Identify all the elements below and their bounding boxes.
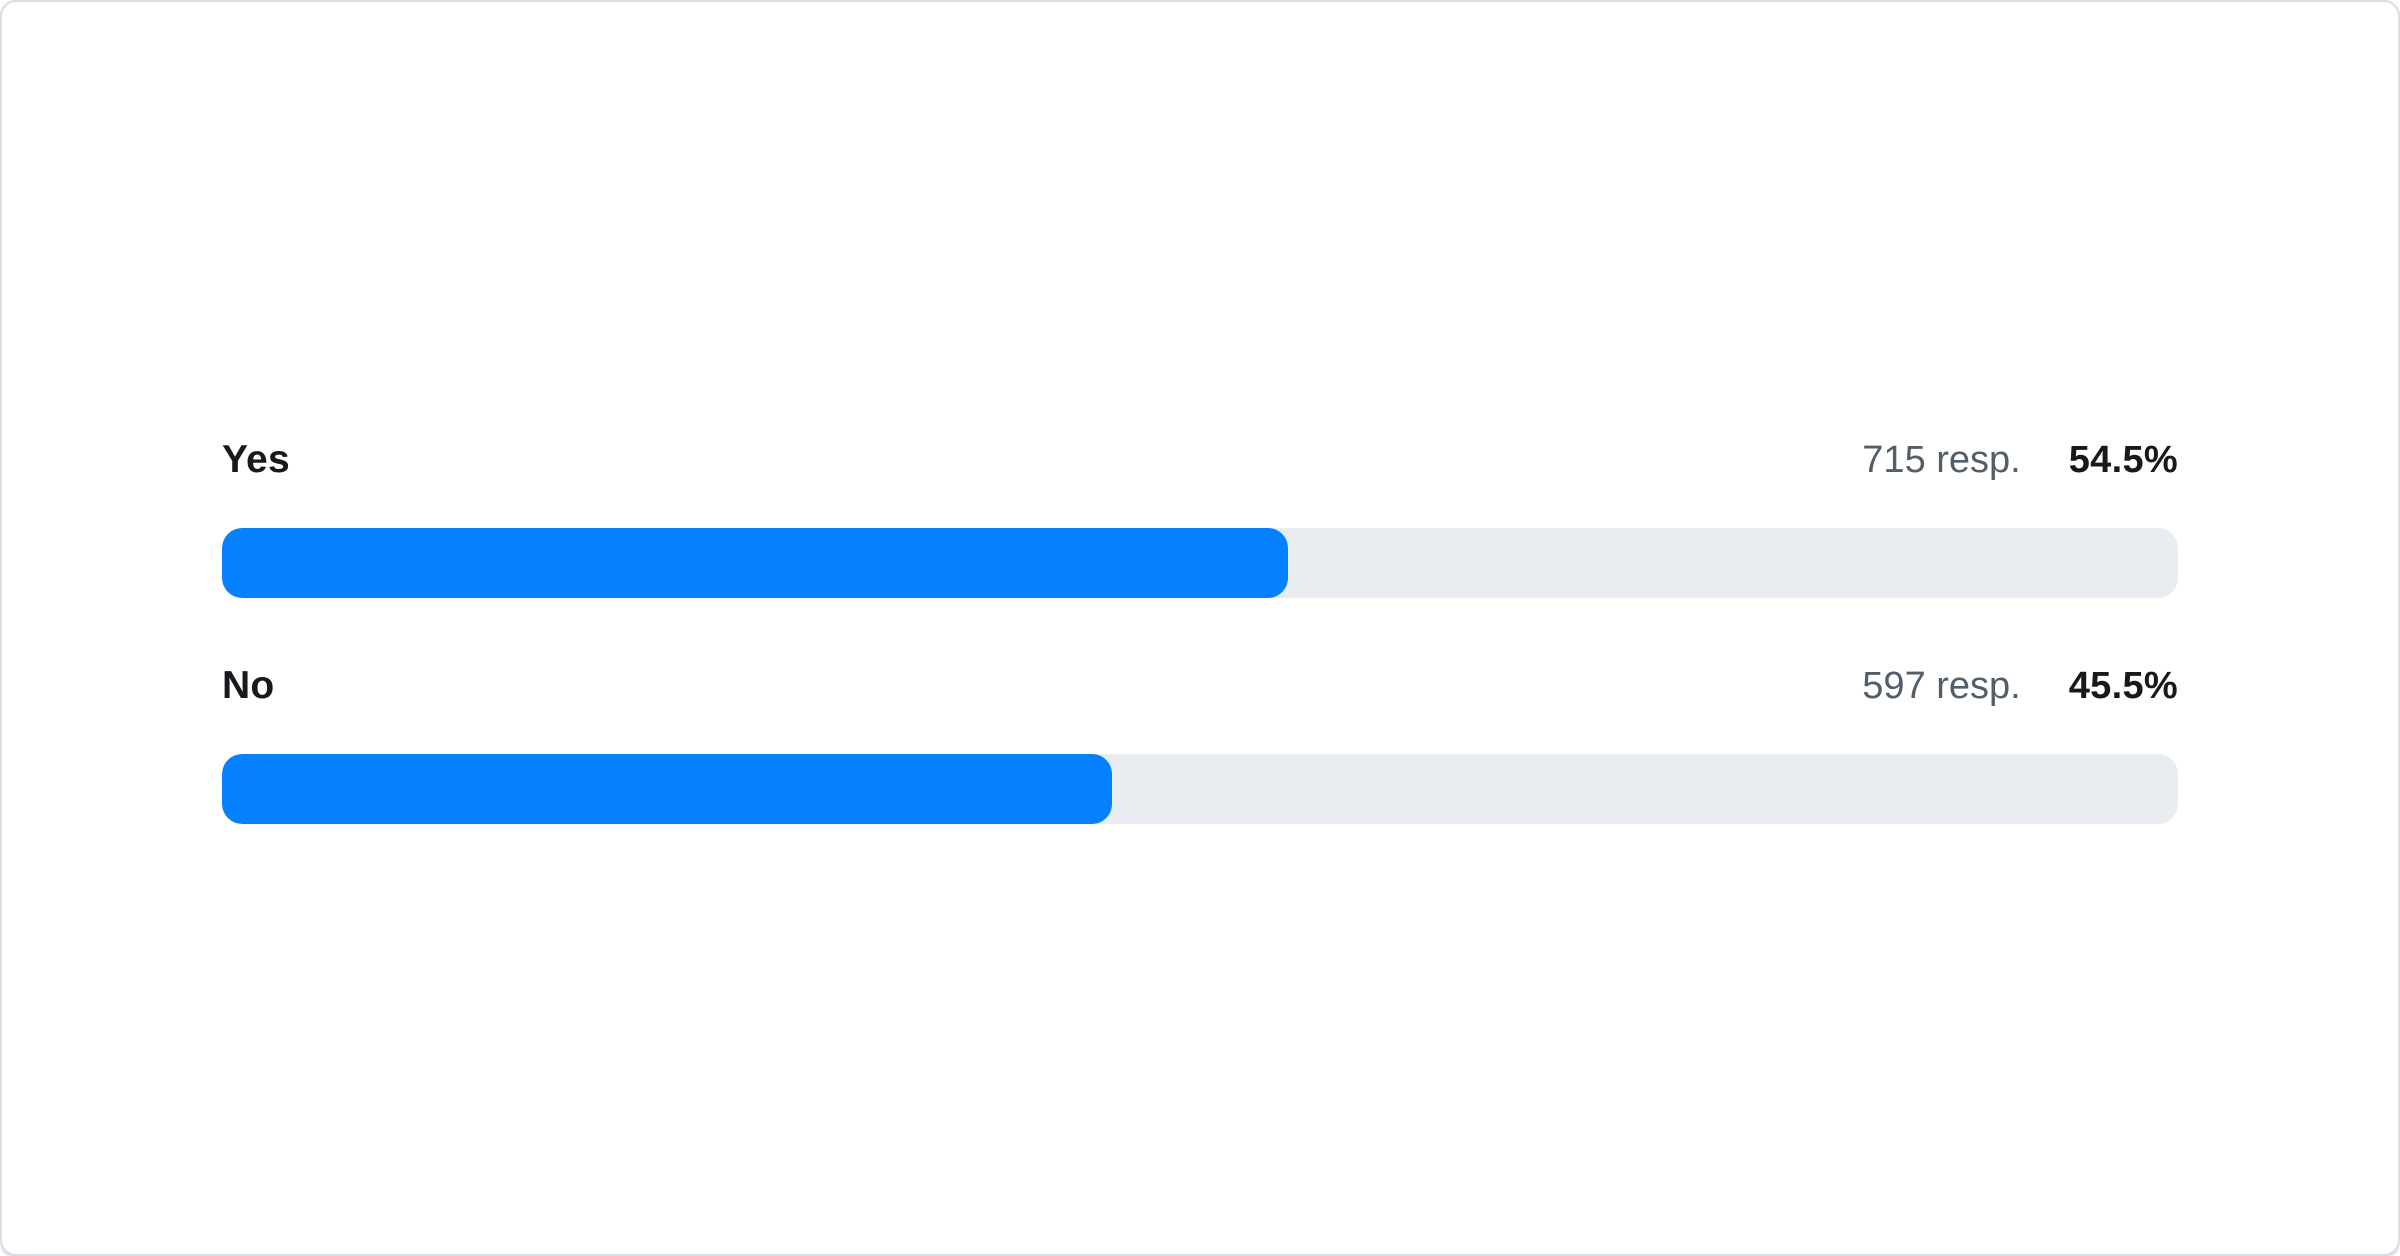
poll-option-row-yes: Yes 715 resp. 54.5%	[222, 432, 2178, 598]
responses-count: 597 resp.	[1862, 665, 2021, 707]
option-stats: 715 resp. 54.5%	[1862, 432, 2178, 488]
responses-count: 715 resp.	[1862, 439, 2021, 481]
bar-fill	[222, 754, 1112, 824]
poll-row-header: No 597 resp. 45.5%	[222, 658, 2178, 714]
option-stats: 597 resp. 45.5%	[1862, 658, 2178, 714]
poll-row-header: Yes 715 resp. 54.5%	[222, 432, 2178, 488]
percent-value: 45.5%	[2068, 665, 2178, 707]
bar-track	[222, 754, 2178, 824]
option-label-no: No	[222, 664, 275, 707]
bar-fill	[222, 528, 1289, 598]
poll-option-row-no: No 597 resp. 45.5%	[222, 658, 2178, 824]
option-label-yes: Yes	[222, 438, 290, 481]
percent-value: 54.5%	[2068, 439, 2178, 481]
bar-track	[222, 528, 2178, 598]
